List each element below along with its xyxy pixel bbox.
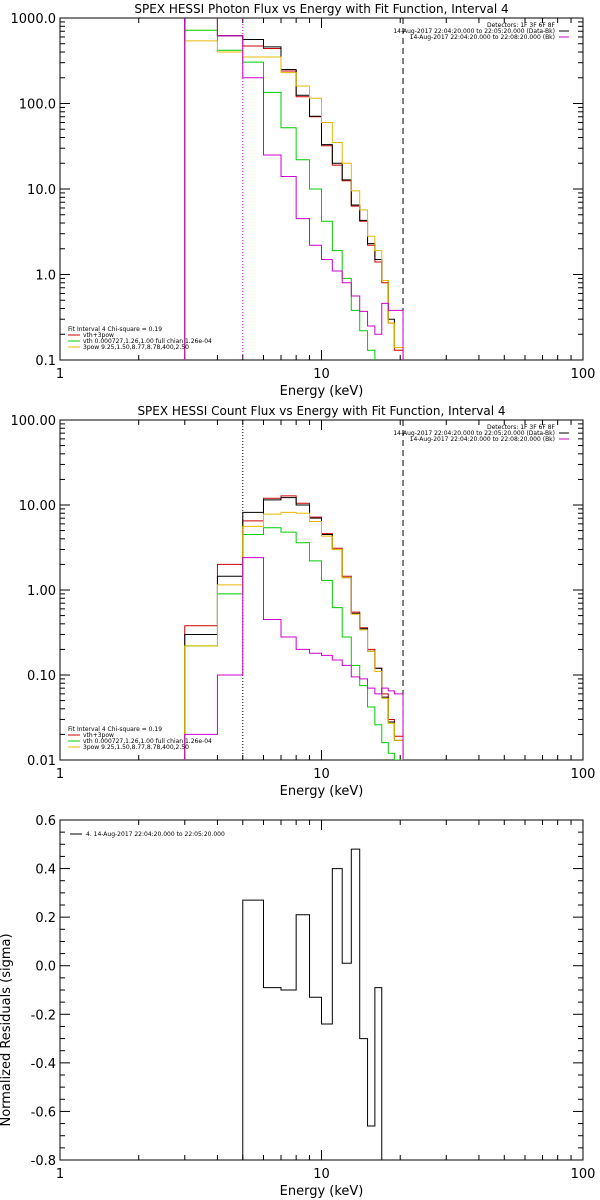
series-thermal	[184, 527, 404, 760]
y-tick-label: 100.0	[19, 98, 56, 113]
panel-2: 1 10 100 0.01 0.10 1.00 10.00 100.00 SPEX HESSI …	[11, 404, 596, 799]
legend-bottom-left-text: 3pow 9.25,1.50,8.77,8.78,400,2.50	[83, 744, 189, 751]
legend-top-right-text: Detectors: 1F 3F 6F 8F	[487, 22, 556, 29]
legend-top-left-text: 4. 14-Aug-2017 22:04:20.000 to 22:05:20.…	[86, 831, 225, 838]
plot-area	[242, 848, 404, 1160]
series-data	[184, 18, 404, 360]
x-tick-label: 10	[313, 367, 330, 382]
y-tick-label: 0.2	[35, 911, 56, 926]
series-background	[184, 18, 404, 360]
legend-bottom-left-text: vth+3pow	[83, 332, 114, 339]
series-thermal	[184, 29, 376, 360]
chart-title: SPEX HESSI Count Flux vs Energy with Fit…	[137, 404, 505, 418]
y-tick-label: 0.10	[27, 669, 56, 684]
y-tick-label: 1.0	[35, 269, 56, 284]
plot-frame	[59, 419, 584, 761]
y-tick-label: 0.1	[35, 354, 56, 369]
legend-bottom-left-text: vth 0.000727,1.26,1.00 full chian 1.26e-…	[83, 338, 212, 345]
y-tick-label: 0.4	[35, 863, 56, 878]
chart-title: SPEX HESSI Photon Flux vs Energy with Fi…	[134, 2, 508, 16]
legend-top-right-text: 14-Aug-2017 22:04:20.000 to 22:05:20.000…	[393, 430, 555, 437]
x-axis-label: Energy (keV)	[280, 384, 364, 399]
series-power_law	[184, 40, 404, 360]
y-tick-label: 10.0	[27, 183, 56, 198]
x-tick-label: 10	[313, 1167, 330, 1182]
plot-frame	[59, 819, 584, 1161]
x-tick-label: 100	[571, 767, 596, 782]
series-total	[184, 18, 404, 360]
y-tick-label: -0.4	[31, 1057, 56, 1072]
plot-area	[184, 420, 404, 760]
y-tick-label: -0.8	[31, 1154, 56, 1169]
y-tick-label: 0.01	[27, 754, 56, 769]
series-residual	[242, 848, 404, 1160]
x-tick-label: 1	[56, 367, 64, 382]
y-axis-label: Normalized Residuals (sigma)	[0, 933, 14, 1126]
plot-area	[184, 18, 404, 360]
y-tick-label: 0.6	[35, 814, 56, 829]
y-tick-label: 10.00	[19, 499, 56, 514]
legend-bottom-left-text: Fit Interval 4 Chi-square = 0.19	[68, 326, 162, 333]
series-total	[184, 495, 404, 760]
y-tick-label: -0.2	[31, 1008, 56, 1023]
x-axis-label: Energy (keV)	[280, 784, 364, 799]
x-tick-label: 100	[571, 367, 596, 382]
legend-top-right-text: 14-Aug-2017 22:04:20.000 to 22:08:20.000…	[410, 34, 555, 41]
legend-bottom-left-text: 3pow 9.25,1.50,8.77,8.78,400,2.50	[83, 344, 189, 351]
y-tick-label: 1.00	[27, 584, 56, 599]
legend-bottom-left-text: vth+3pow	[83, 732, 114, 739]
legend-top-right-text: Detectors: 1F 3F 6F 8F	[487, 424, 556, 431]
x-tick-label: 1	[56, 1167, 64, 1182]
series-background	[184, 557, 404, 760]
panel-3: 1 10 100 -0.8 -0.6 -0.4 -0.2 0.0 0.2 0.4 0.6 Energy…	[0, 814, 595, 1199]
series-power_law	[184, 511, 404, 760]
legend-top-right-text: 14-Aug-2017 22:04:20.000 to 22:05:20.000…	[393, 28, 555, 35]
x-tick-label: 100	[571, 1167, 596, 1182]
y-tick-label: -0.6	[31, 1105, 56, 1120]
legend-top-right-text: 14-Aug-2017 22:04:20.000 to 22:08:20.000…	[410, 436, 555, 443]
legend-bottom-left-text: Fit Interval 4 Chi-square = 0.19	[68, 726, 162, 733]
x-tick-label: 1	[56, 767, 64, 782]
panel-1: 1 10 100 0.1 1.0 10.0 100.0 1000.0 SPEX HESSI Ph…	[11, 2, 596, 399]
legend-bottom-left-text: vth 0.000727,1.26,1.00 full chian 1.26e-…	[83, 738, 212, 745]
y-tick-label: 0.0	[35, 960, 56, 975]
x-tick-label: 10	[313, 767, 330, 782]
y-tick-label: 100.00	[11, 414, 57, 429]
x-axis-label: Energy (keV)	[280, 1184, 364, 1199]
y-tick-label: 1000.0	[11, 12, 57, 27]
